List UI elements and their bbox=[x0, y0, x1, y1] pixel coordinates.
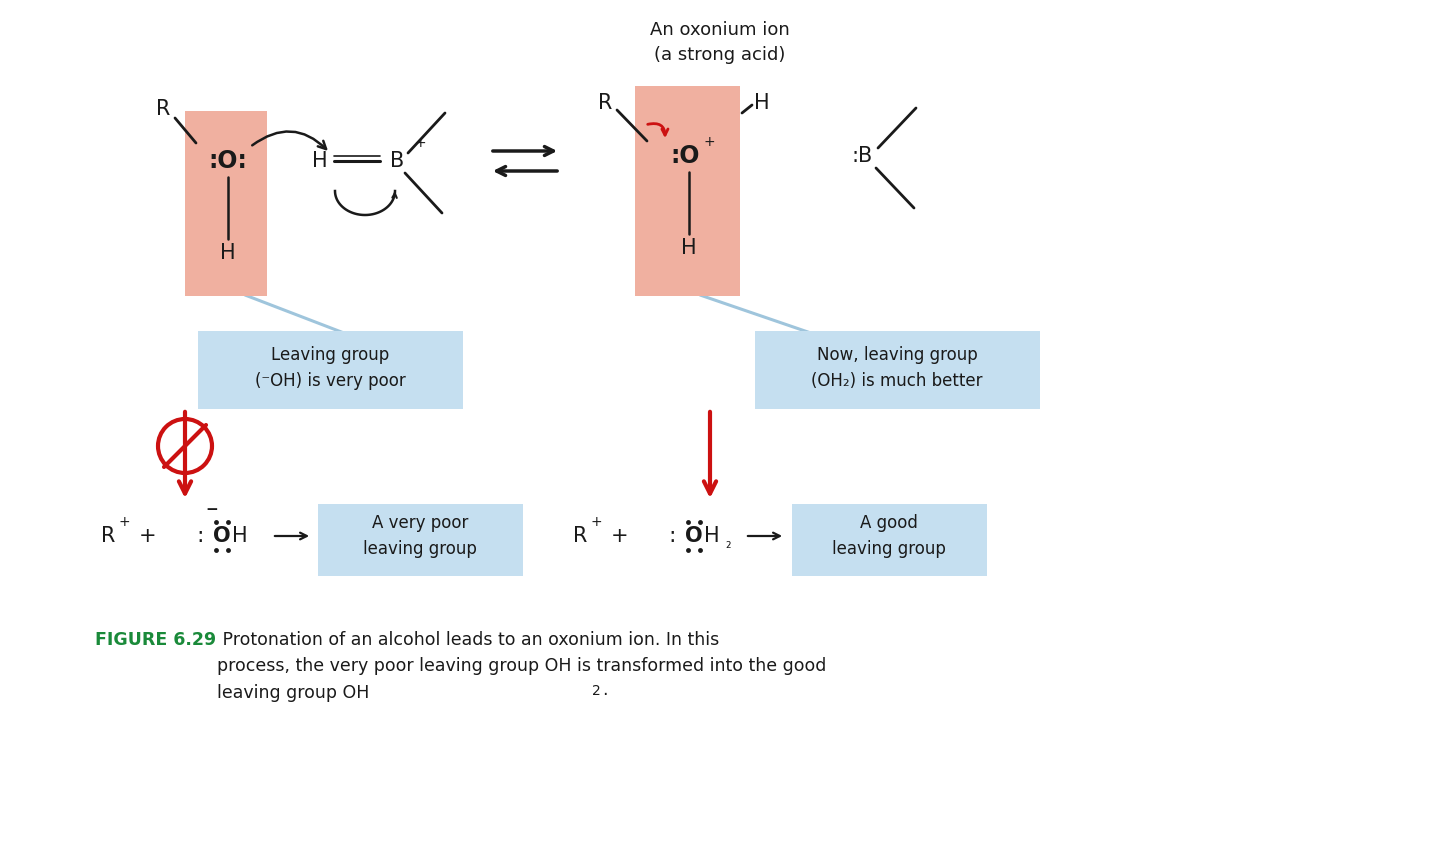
FancyArrowPatch shape bbox=[648, 124, 668, 135]
Text: +: + bbox=[118, 515, 130, 529]
Text: :O:: :O: bbox=[209, 149, 248, 173]
Text: H: H bbox=[681, 238, 697, 258]
Text: :: : bbox=[196, 526, 203, 546]
Text: H: H bbox=[312, 151, 328, 171]
Text: Now, leaving group
(OH₂) is much better: Now, leaving group (OH₂) is much better bbox=[811, 346, 982, 389]
Text: A very poor
leaving group: A very poor leaving group bbox=[363, 515, 477, 558]
Text: :B: :B bbox=[851, 146, 873, 166]
Text: Leaving group
(⁻OH) is very poor: Leaving group (⁻OH) is very poor bbox=[255, 346, 406, 389]
Text: FIGURE 6.29: FIGURE 6.29 bbox=[95, 631, 216, 649]
Text: +: + bbox=[611, 526, 629, 546]
Text: O: O bbox=[213, 526, 230, 546]
FancyBboxPatch shape bbox=[792, 504, 986, 576]
Text: An oxonium ion
(a strong acid): An oxonium ion (a strong acid) bbox=[649, 21, 791, 64]
Text: +: + bbox=[415, 136, 426, 150]
FancyBboxPatch shape bbox=[318, 504, 523, 576]
Text: +: + bbox=[703, 135, 714, 149]
Text: +: + bbox=[590, 515, 602, 529]
Text: :: : bbox=[668, 526, 675, 546]
Text: +: + bbox=[140, 526, 157, 546]
Text: A good
leaving group: A good leaving group bbox=[832, 515, 946, 558]
Text: H: H bbox=[232, 526, 248, 546]
Text: R: R bbox=[598, 93, 612, 113]
Text: :O: :O bbox=[670, 144, 700, 168]
Text: R: R bbox=[156, 99, 170, 119]
Text: R: R bbox=[573, 526, 588, 546]
FancyArrowPatch shape bbox=[252, 132, 325, 149]
Text: .: . bbox=[602, 681, 608, 699]
Text: H: H bbox=[755, 93, 770, 113]
Text: 2: 2 bbox=[592, 684, 600, 698]
Text: H: H bbox=[220, 243, 236, 263]
Text: B: B bbox=[390, 151, 405, 171]
Text: O: O bbox=[685, 526, 703, 546]
FancyBboxPatch shape bbox=[184, 111, 266, 296]
Text: Protonation of an alcohol leads to an oxonium ion. In this
process, the very poo: Protonation of an alcohol leads to an ox… bbox=[217, 631, 827, 702]
FancyBboxPatch shape bbox=[635, 86, 740, 296]
Text: R: R bbox=[101, 526, 115, 546]
FancyBboxPatch shape bbox=[755, 331, 1040, 409]
Text: H: H bbox=[704, 526, 720, 546]
Text: ₂: ₂ bbox=[726, 537, 730, 551]
FancyBboxPatch shape bbox=[199, 331, 464, 409]
Text: −: − bbox=[206, 503, 219, 517]
